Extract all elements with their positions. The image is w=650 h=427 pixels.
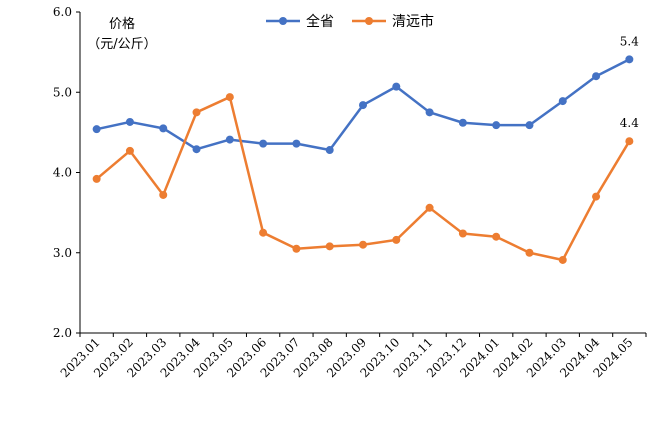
data-labels: 5.4 4.4: [620, 34, 639, 130]
series: [92, 55, 634, 264]
y-tick-label: 5.0: [53, 85, 72, 99]
data-point-qingyuan: [592, 192, 601, 201]
data-point-quansheng: [592, 72, 601, 81]
y-tick-label: 6.0: [53, 5, 72, 19]
y-tick-label: 3.0: [53, 246, 72, 260]
y-tick-label: 4.0: [53, 166, 72, 180]
legend-marker-qingyuan: [365, 17, 373, 25]
data-point-quansheng: [292, 139, 301, 148]
legend-marker-quansheng: [279, 17, 287, 25]
data-point-qingyuan: [192, 108, 201, 117]
data-point-qingyuan: [225, 93, 234, 102]
data-point-qingyuan: [92, 174, 101, 183]
data-point-qingyuan: [492, 232, 501, 241]
legend-label-qingyuan: 清远市: [392, 13, 434, 30]
data-point-quansheng: [325, 146, 334, 155]
legend: 全省 清远市: [266, 13, 434, 30]
data-point-quansheng: [225, 135, 234, 144]
data-point-qingyuan: [125, 146, 134, 155]
x-tick-labels: 2023.012023.022023.032023.042023.052023.…: [58, 335, 636, 380]
series-line-qingyuan: [95, 95, 631, 262]
data-point-quansheng: [492, 121, 501, 130]
data-point-quansheng: [192, 145, 201, 154]
series-quansheng: [92, 55, 634, 155]
data-point-quansheng: [359, 101, 367, 110]
data-point-quansheng: [458, 118, 467, 127]
data-point-quansheng: [92, 125, 101, 134]
data-point-quansheng: [558, 97, 567, 106]
y-axis-label-line1: 价格: [109, 16, 135, 32]
data-point-qingyuan: [359, 240, 367, 249]
data-point-qingyuan: [392, 235, 401, 244]
data-point-quansheng: [425, 108, 434, 117]
data-point-qingyuan: [458, 229, 467, 238]
data-point-qingyuan: [625, 137, 634, 146]
data-point-quansheng: [625, 55, 634, 64]
y-tick-label: 2.0: [53, 326, 72, 340]
legend-item-qingyuan: 清远市: [352, 13, 434, 30]
data-point-qingyuan: [259, 228, 268, 237]
legend-item-quansheng: 全省: [266, 13, 334, 30]
legend-label-quansheng: 全省: [306, 13, 334, 30]
data-point-qingyuan: [425, 203, 434, 212]
data-point-quansheng: [125, 117, 134, 126]
end-label-quansheng: 5.4: [620, 34, 639, 48]
y-axis-label-line2: （元/公斤）: [87, 37, 156, 52]
y-tick-labels: 2.0 3.0 4.0 5.0 6.0: [53, 5, 72, 340]
axes: [76, 11, 647, 337]
data-point-qingyuan: [525, 248, 534, 257]
data-point-quansheng: [259, 139, 268, 148]
data-point-quansheng: [392, 82, 401, 91]
end-label-qingyuan: 4.4: [620, 116, 639, 130]
data-point-qingyuan: [292, 244, 301, 253]
data-point-qingyuan: [325, 242, 334, 251]
data-point-quansheng: [159, 124, 168, 133]
series-qingyuan: [92, 93, 634, 264]
data-point-qingyuan: [558, 255, 567, 264]
data-point-quansheng: [525, 121, 534, 130]
data-point-qingyuan: [159, 190, 168, 199]
